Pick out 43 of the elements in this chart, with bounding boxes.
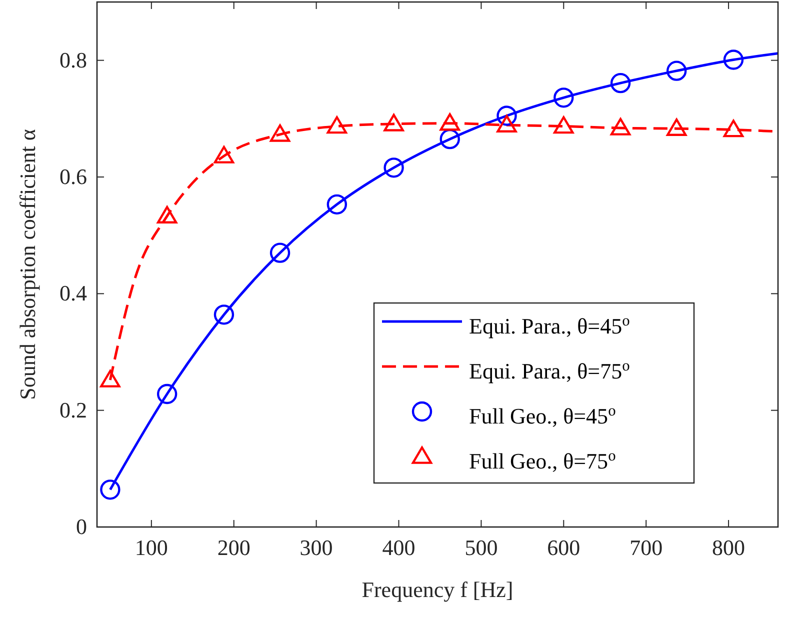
point	[326, 116, 348, 134]
x-tick-label: 700	[630, 535, 663, 560]
y-tick-label: 0.2	[60, 397, 87, 422]
x-tick-label: 300	[300, 535, 333, 560]
point	[440, 113, 460, 131]
point	[100, 370, 120, 388]
point	[440, 128, 460, 150]
y-tick-label: 0.4	[60, 280, 87, 306]
point	[100, 480, 120, 500]
y-tick-label: 0.6	[60, 164, 87, 189]
point	[214, 304, 234, 325]
legend-label: Equi. Para., θ=45$^{o}$	[469, 312, 630, 338]
x-tick-label: 500	[464, 535, 498, 560]
point	[610, 72, 631, 94]
point	[156, 206, 178, 224]
point	[723, 50, 744, 70]
x-tick-label: 100	[134, 535, 168, 560]
point	[326, 194, 348, 215]
y-axis-title: Sound absorption coefficient α	[15, 128, 40, 400]
y-tick-label: 0	[76, 514, 87, 539]
point	[554, 88, 574, 108]
legend-label: Equi. Para., θ=75$^{o}$	[469, 357, 630, 384]
x-tick-label: 200	[217, 535, 250, 560]
point	[384, 158, 404, 178]
point	[496, 114, 517, 132]
x-tick-label: 600	[547, 535, 580, 560]
point	[554, 116, 574, 134]
x-axis-title: Frequency f [Hz]	[362, 577, 514, 602]
point	[723, 120, 744, 138]
point	[270, 242, 290, 263]
point	[610, 118, 631, 136]
y-tick-label: 0.8	[60, 47, 87, 72]
point	[666, 60, 687, 81]
point	[270, 124, 290, 142]
x-tick-label: 400	[382, 535, 416, 560]
x-tick-label: 800	[712, 535, 746, 560]
point	[156, 384, 178, 404]
point	[384, 114, 404, 132]
legend-label: Full Geo., θ=75$^{o}$	[469, 447, 616, 474]
legend-label: Full Geo., θ=45$^{o}$	[469, 402, 616, 428]
point	[214, 146, 234, 164]
point	[666, 118, 687, 136]
point	[496, 106, 517, 126]
